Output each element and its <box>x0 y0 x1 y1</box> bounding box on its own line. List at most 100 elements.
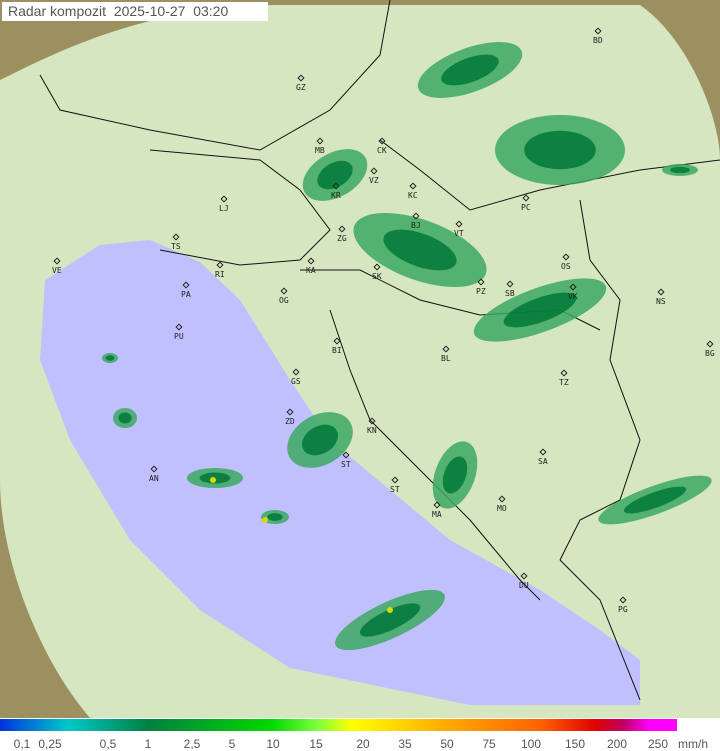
city-marker-icon <box>292 368 300 376</box>
precipitation-echo <box>118 412 132 424</box>
city-label: MB <box>315 146 325 155</box>
city-marker-icon <box>477 278 485 286</box>
legend-label: 10 <box>266 737 280 751</box>
legend-label: 150 <box>564 737 586 751</box>
city-markers: GZ BD MB CK VZ KR LJ KC PC VT BJ ZG TS VE KA SK RI OS PA OG… <box>52 27 715 614</box>
city-marker-icon <box>172 233 180 241</box>
legend-unit: mm/h <box>678 737 708 751</box>
precipitation-echo <box>623 486 687 514</box>
city-marker-icon <box>619 596 627 604</box>
city-label: VZ <box>369 176 379 185</box>
city-marker-icon <box>522 194 530 202</box>
legend-color-scale <box>0 719 677 731</box>
precipitation-echo <box>383 229 457 271</box>
city-marker-icon <box>280 287 288 295</box>
city-label: PA <box>181 290 191 299</box>
city-marker-icon <box>307 257 315 265</box>
city-label: BL <box>441 354 451 363</box>
city-label: ZG <box>337 234 347 243</box>
precipitation-echo <box>267 513 283 521</box>
precipitation-echo <box>301 424 339 456</box>
city-marker-icon <box>562 253 570 261</box>
city-label: PU <box>174 332 184 341</box>
city-marker-icon <box>412 212 420 220</box>
city-marker-icon <box>286 408 294 416</box>
city-marker-icon <box>182 281 190 289</box>
legend-label: 0,1 <box>13 737 31 751</box>
legend-label: 35 <box>398 737 412 751</box>
precipitation-echo <box>105 355 115 361</box>
city-label: TZ <box>559 378 569 387</box>
city-label: SB <box>505 289 515 298</box>
legend-label: 250 <box>647 737 669 751</box>
city-marker-icon <box>216 261 224 269</box>
city-label: VK <box>568 292 578 301</box>
precipitation-core <box>262 517 268 523</box>
city-marker-icon <box>657 288 665 296</box>
legend-label: 20 <box>356 737 370 751</box>
city-marker-icon <box>391 476 399 484</box>
city-marker-icon <box>332 182 340 190</box>
city-marker-icon <box>409 182 417 190</box>
city-marker-icon <box>498 495 506 503</box>
sea <box>40 240 640 705</box>
legend-label: 50 <box>440 737 454 751</box>
precipitation-echo <box>503 292 577 328</box>
city-label: NS <box>656 297 666 306</box>
precipitation-core <box>387 607 393 613</box>
city-label: BI <box>332 346 342 355</box>
legend-label: 1 <box>144 737 152 751</box>
city-label: ZD <box>285 417 295 426</box>
precipitation-core <box>210 477 216 483</box>
city-marker-icon <box>333 337 341 345</box>
city-label: GZ <box>296 83 306 92</box>
city-marker-icon <box>433 501 441 509</box>
precipitation-echoes <box>102 42 712 651</box>
city-label: SA <box>538 457 548 466</box>
city-marker-icon <box>455 220 463 228</box>
map-title: Radar kompozit 2025-10-27 03:20 <box>2 2 268 21</box>
city-label: OS <box>561 262 571 271</box>
legend-label: 15 <box>309 737 323 751</box>
city-label: MO <box>497 504 507 513</box>
city-marker-icon <box>594 27 602 35</box>
precipitation-echo <box>442 456 468 494</box>
radar-map[interactable]: GZ BD MB CK VZ KR LJ KC PC VT BJ ZG TS VE KA SK RI OS PA OG… <box>0 0 720 718</box>
city-label: ST <box>390 485 400 494</box>
legend-label: 100 <box>520 737 542 751</box>
precipitation-echo <box>524 130 596 170</box>
city-label: LJ <box>219 204 229 213</box>
city-label: KA <box>306 266 316 275</box>
legend-label: 75 <box>482 737 496 751</box>
city-label: SK <box>372 272 382 281</box>
city-label: CK <box>377 146 387 155</box>
city-marker-icon <box>368 417 376 425</box>
city-label: TS <box>171 242 181 251</box>
legend-labels: 0,1 0,25 0,5 1 2,5 5 10 15 20 35 50 75 100 150 200 250 m… <box>0 737 720 751</box>
city-label: BG <box>705 349 715 358</box>
legend-label: 0,5 <box>99 737 117 751</box>
city-label: MA <box>432 510 442 519</box>
city-marker-icon <box>569 283 577 291</box>
legend-label: 2,5 <box>183 737 201 751</box>
city-label: PG <box>618 605 628 614</box>
city-marker-icon <box>297 74 305 82</box>
city-marker-icon <box>220 195 228 203</box>
city-marker-icon <box>539 448 547 456</box>
city-marker-icon <box>370 167 378 175</box>
city-label: DU <box>519 581 529 590</box>
city-label: GS <box>291 377 301 386</box>
city-label: OG <box>279 296 289 305</box>
city-label: KR <box>331 191 341 200</box>
city-label: RI <box>215 270 225 279</box>
city-marker-icon <box>150 465 158 473</box>
city-label: BD <box>593 36 603 45</box>
city-marker-icon <box>442 345 450 353</box>
precipitation-echo <box>670 166 690 174</box>
city-marker-icon <box>316 137 324 145</box>
city-label: BJ <box>411 221 421 230</box>
city-label: AN <box>149 474 159 483</box>
city-marker-icon <box>520 572 528 580</box>
city-marker-icon <box>342 451 350 459</box>
legend-label: 200 <box>606 737 628 751</box>
